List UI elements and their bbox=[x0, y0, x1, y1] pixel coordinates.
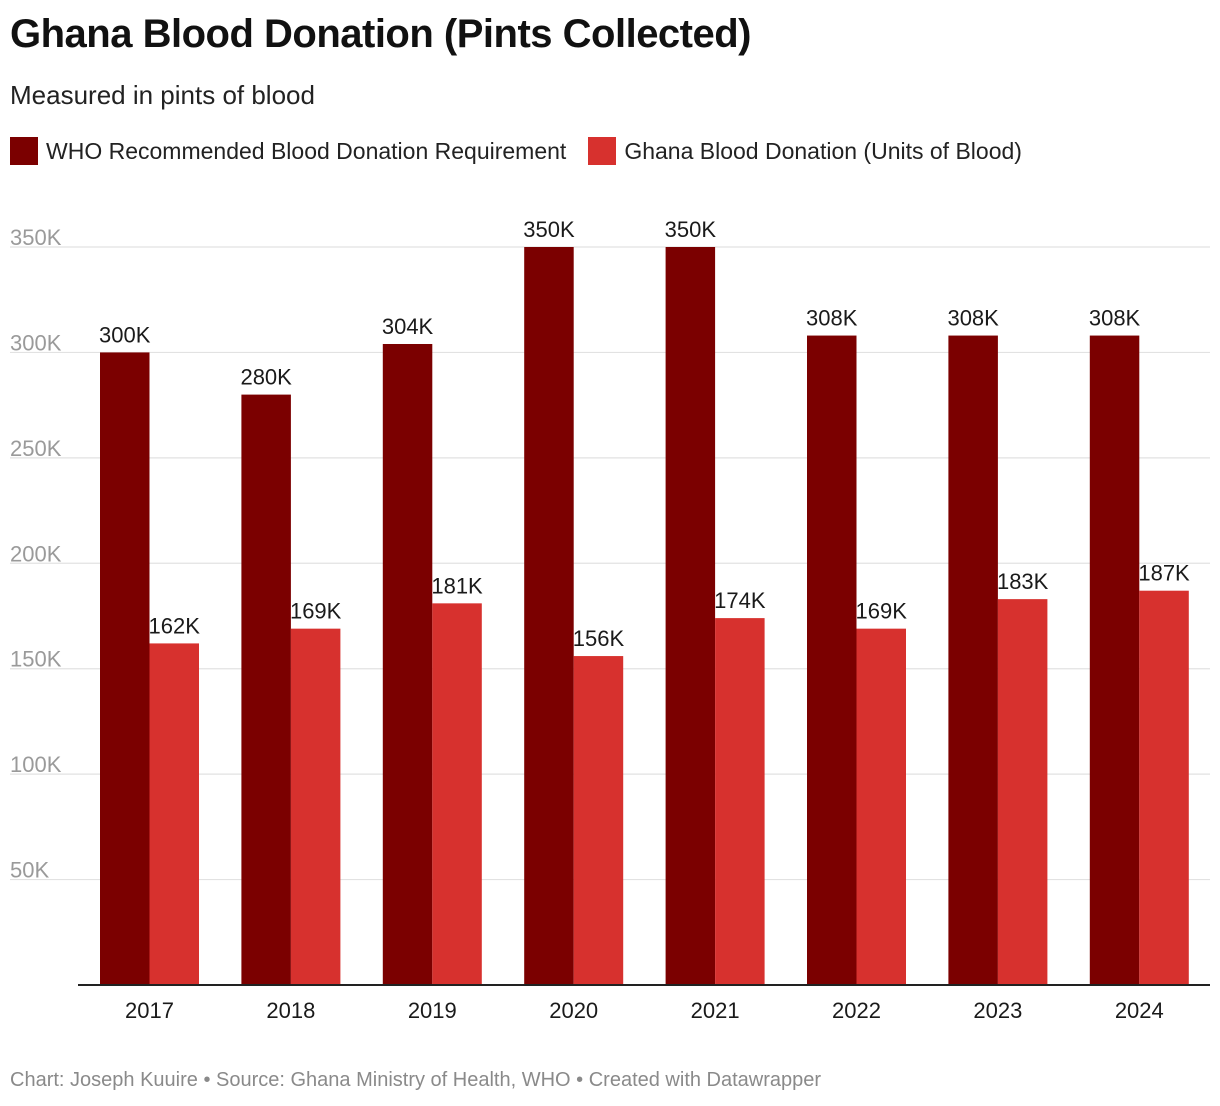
data-label: 169K bbox=[290, 599, 342, 624]
data-label: 308K bbox=[1089, 306, 1141, 331]
y-tick-label: 50K bbox=[10, 858, 49, 883]
footer-tool: Created with Datawrapper bbox=[588, 1069, 822, 1091]
bar-ghana bbox=[573, 656, 624, 985]
legend-swatch-ghana bbox=[588, 137, 617, 165]
bar-ghana bbox=[1139, 590, 1189, 985]
x-tick-label: 2019 bbox=[408, 998, 457, 1023]
x-tick-label: 2017 bbox=[125, 998, 174, 1023]
data-label: 187K bbox=[1138, 561, 1190, 586]
bar-ghana bbox=[715, 618, 765, 985]
data-label: 300K bbox=[99, 322, 151, 347]
y-tick-label: 250K bbox=[10, 436, 62, 461]
bar-ghana bbox=[290, 628, 341, 985]
data-label: 156K bbox=[573, 626, 625, 651]
x-tick-label: 2023 bbox=[973, 998, 1022, 1023]
x-tick-label: 2024 bbox=[1115, 998, 1164, 1023]
data-label: 181K bbox=[431, 573, 483, 598]
data-label: 308K bbox=[806, 306, 858, 331]
bar-who bbox=[382, 343, 433, 986]
data-label: 280K bbox=[240, 365, 292, 390]
bar-ghana bbox=[432, 603, 482, 985]
chart-legend: WHO Recommended Blood Donation Requireme… bbox=[10, 137, 1044, 165]
chart-title: Ghana Blood Donation (Pints Collected) bbox=[10, 12, 752, 56]
x-tick-label: 2020 bbox=[549, 998, 598, 1023]
data-label: 350K bbox=[665, 217, 717, 242]
chart-subtitle: Measured in pints of blood bbox=[10, 80, 315, 110]
bar-ghana bbox=[149, 643, 199, 985]
x-tick-label: 2022 bbox=[832, 998, 881, 1023]
footer-separator: • bbox=[570, 1069, 589, 1091]
bar-who bbox=[1089, 335, 1140, 985]
footer-separator: • bbox=[197, 1069, 217, 1091]
data-label: 304K bbox=[382, 314, 434, 339]
data-label: 169K bbox=[856, 599, 908, 624]
legend-item-ghana: Ghana Blood Donation (Units of Blood) bbox=[588, 137, 1022, 165]
bar-who bbox=[807, 335, 857, 985]
y-tick-label: 100K bbox=[10, 752, 62, 777]
bar-who bbox=[241, 394, 291, 986]
y-tick-label: 350K bbox=[10, 225, 62, 250]
y-tick-label: 150K bbox=[10, 647, 62, 672]
footer-credit: Chart: Joseph Kuuire bbox=[10, 1069, 198, 1091]
data-label: 162K bbox=[149, 613, 201, 638]
chart-footer: Chart: Joseph Kuuire • Source: Ghana Min… bbox=[10, 1069, 821, 1092]
legend-label-ghana: Ghana Blood Donation (Units of Blood) bbox=[624, 137, 1022, 164]
legend-label-who: WHO Recommended Blood Donation Requireme… bbox=[46, 137, 567, 164]
footer-source: Source: Ghana Ministry of Health, WHO bbox=[216, 1069, 571, 1091]
bar-who bbox=[948, 335, 998, 985]
bar-who bbox=[524, 247, 574, 985]
bar-chart: 50K 100K 150K 200K 250K 300K 350K 300K 162K 2017 2… bbox=[10, 217, 1210, 1023]
y-tick-label: 300K bbox=[10, 330, 62, 355]
legend-swatch-who bbox=[10, 137, 38, 165]
bar-who bbox=[665, 247, 716, 985]
bar-ghana bbox=[856, 628, 906, 985]
data-label: 350K bbox=[523, 217, 575, 242]
legend-item-who: WHO Recommended Blood Donation Requireme… bbox=[10, 137, 566, 165]
x-tick-label: 2018 bbox=[266, 998, 315, 1023]
data-label: 183K bbox=[997, 569, 1049, 594]
bar-who bbox=[100, 352, 150, 985]
x-tick-label: 2021 bbox=[691, 998, 740, 1023]
y-tick-label: 200K bbox=[10, 541, 62, 566]
data-label: 174K bbox=[714, 588, 766, 613]
bar-ghana bbox=[997, 599, 1048, 985]
data-label: 308K bbox=[947, 306, 999, 331]
